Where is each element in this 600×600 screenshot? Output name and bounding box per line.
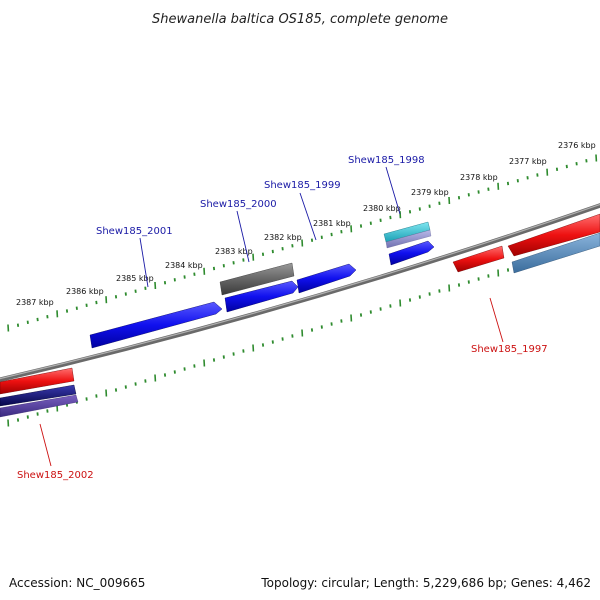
tick-label: 2387 kbp [16,298,54,307]
genome-backbone [0,203,600,382]
map-title: Shewanella baltica OS185, complete genom… [152,12,448,27]
gene-label-shew185-1999[interactable]: Shew185_1999 [264,180,341,191]
gene-leader-lines [39,166,504,467]
tick-label: 2383 kbp [215,247,253,256]
tick-label: 2384 kbp [165,261,203,270]
gene-label-shew185-2001[interactable]: Shew185_2001 [96,226,173,237]
gene-red-right[interactable] [507,213,600,257]
gene-shew185-1998[interactable] [383,221,435,266]
tick-label: 2386 kbp [66,287,104,296]
forward-genes [89,221,435,349]
tick-labels: 2376 kbp 2377 kbp 2378 kbp 2379 kbp 2380… [16,141,596,307]
inner-tick-ruler [7,239,598,427]
gene-label-shew185-1997[interactable]: Shew185_1997 [471,344,548,355]
tick-label: 2385 kbp [116,274,154,283]
gene-shew185-2000[interactable] [219,262,299,313]
gene-label-shew185-2000[interactable]: Shew185_2000 [200,199,277,210]
reverse-genes [0,213,600,418]
tick-label: 2380 kbp [363,204,401,213]
gene-shew185-2001[interactable] [89,301,223,349]
gene-steel-right[interactable] [511,232,600,274]
genome-backbone-highlight [0,203,600,380]
accession-text: Accession: NC_009665 [9,576,145,590]
gene-shew185-1999[interactable] [296,263,357,294]
gene-shew185-2002[interactable] [0,367,79,418]
tick-label: 2381 kbp [313,219,351,228]
tick-label: 2377 kbp [509,157,547,166]
tick-label: 2379 kbp [411,188,449,197]
outer-tick-ruler [7,154,598,332]
tick-label: 2376 kbp [558,141,596,150]
tick-label: 2378 kbp [460,173,498,182]
genome-summary-text: Topology: circular; Length: 5,229,686 bp… [260,576,591,590]
gene-labels: Shew185_1998 Shew185_1999 Shew185_2000 S… [17,155,548,481]
gene-shew185-1997[interactable] [452,245,505,273]
tick-label: 2382 kbp [264,233,302,242]
gene-label-shew185-2002[interactable]: Shew185_2002 [17,470,94,481]
gene-label-shew185-1998[interactable]: Shew185_1998 [348,155,425,166]
